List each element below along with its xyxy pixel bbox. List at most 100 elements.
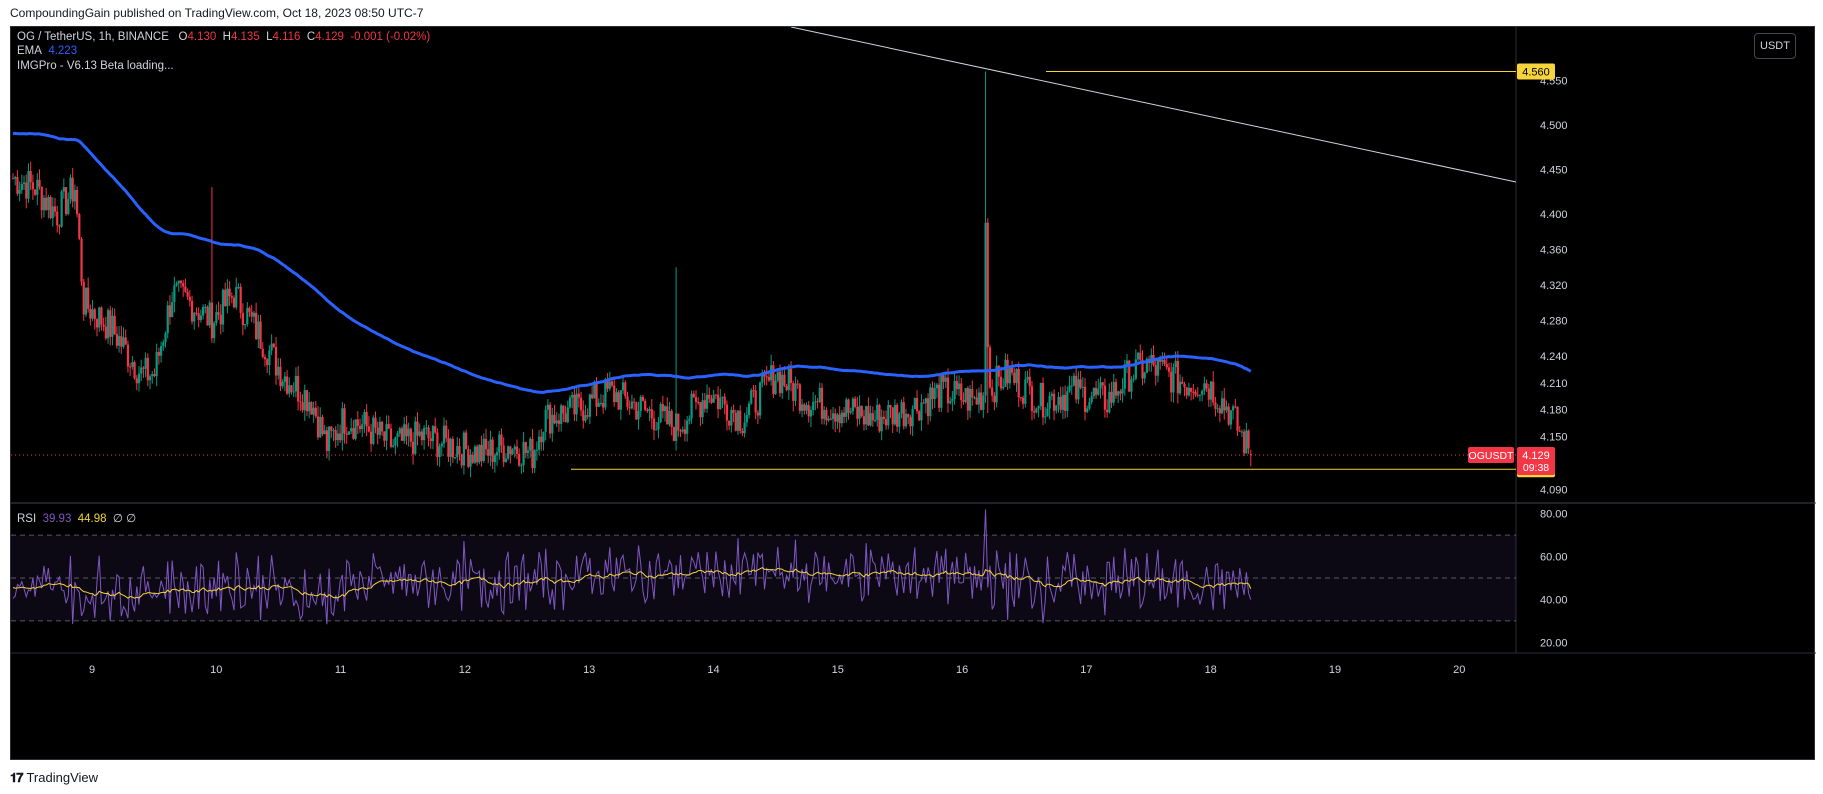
candle-body: [982, 395, 985, 410]
currency-button[interactable]: USDT: [1754, 33, 1796, 59]
imgpro-legend[interactable]: IMGPro - V6.13 Beta loading...: [17, 60, 174, 72]
candle-body: [1057, 396, 1060, 406]
candle-body: [809, 409, 813, 417]
candle-body: [710, 398, 713, 403]
candle-body: [456, 446, 459, 458]
candle-body: [157, 351, 160, 356]
candle-body: [58, 225, 61, 227]
time-tick-label: 16: [956, 664, 968, 676]
candle-body: [182, 283, 185, 287]
candle-body: [977, 392, 981, 405]
candle-body: [708, 394, 711, 399]
candle-body: [347, 431, 351, 435]
candle-body: [274, 346, 278, 376]
candle-body: [469, 454, 472, 467]
candle-body: [113, 315, 116, 334]
candle-body: [14, 176, 17, 179]
candle-body: [1106, 409, 1109, 413]
candle-body: [628, 407, 631, 409]
candle-body: [195, 312, 198, 314]
candle-body: [524, 441, 527, 453]
candle-body: [637, 411, 640, 420]
candle-body: [1212, 381, 1215, 403]
symbol-name[interactable]: OG / TetherUS, 1h, BINANCE: [17, 31, 169, 43]
chart-svg[interactable]: 4.5504.5004.4504.4004.3604.3204.2804.240…: [11, 27, 1816, 761]
candle-body: [224, 289, 227, 307]
high-value: 4.135: [230, 31, 260, 43]
candle-body: [164, 333, 167, 343]
candle-body: [533, 450, 536, 469]
candle-body: [560, 405, 563, 424]
candle-body: [615, 392, 618, 403]
candle-body: [193, 312, 196, 322]
candle-body: [774, 380, 777, 395]
candle-body: [743, 422, 746, 434]
candle-body: [1223, 398, 1226, 411]
candle-body: [1097, 388, 1100, 395]
candle-body: [1238, 430, 1241, 432]
candle-body: [237, 286, 240, 288]
candle-body: [900, 402, 903, 414]
candle-body: [1245, 430, 1248, 454]
candle-body: [840, 412, 843, 424]
candle-body: [661, 404, 664, 412]
candle-body: [356, 419, 359, 426]
candle-body: [1008, 367, 1011, 384]
candle-body: [957, 383, 961, 390]
candle-body: [1050, 393, 1053, 396]
candle-body: [703, 400, 706, 409]
candle-body: [677, 413, 680, 431]
candle-body: [555, 420, 558, 424]
candle-body: [398, 428, 401, 434]
candle-body: [219, 314, 222, 325]
footer-brand[interactable]: TradingView: [26, 770, 99, 785]
candle-body: [305, 390, 309, 412]
candle-body: [330, 426, 333, 431]
candle-body: [232, 297, 236, 308]
candle-body: [51, 206, 54, 219]
candle-body: [1167, 367, 1171, 372]
candle-body: [1061, 394, 1065, 410]
price-tick-label: 4.500: [1540, 120, 1568, 132]
candle-body: [827, 418, 830, 421]
candle-body: [909, 417, 912, 427]
chart-area[interactable]: 4.550 4.500 4.450 4.400 4.360 4.320 4.280 4.240…: [10, 26, 1816, 761]
candle-body: [1201, 390, 1204, 395]
current-price-label: 4.129: [1522, 450, 1550, 462]
candle-body: [838, 414, 841, 424]
candle-body: [1028, 376, 1031, 387]
candle-body: [64, 187, 68, 214]
candle-body: [1090, 396, 1093, 403]
candle-body: [184, 286, 187, 292]
candle-body: [109, 310, 112, 337]
candle-body: [115, 333, 118, 346]
candle-body: [679, 430, 682, 432]
candle-body: [831, 413, 835, 420]
candle-body: [986, 222, 989, 348]
candle-body: [599, 402, 603, 404]
ema-legend[interactable]: EMA 4.223: [17, 45, 77, 57]
candle-body: [1035, 408, 1038, 413]
candle-body: [624, 382, 627, 397]
candle-body: [1128, 360, 1131, 392]
candles-group: [11, 71, 1252, 478]
candle-body: [659, 404, 662, 423]
candle-body: [692, 393, 695, 398]
candle-body: [270, 343, 273, 351]
candle-body: [1163, 359, 1166, 365]
rsi-legend[interactable]: RSI 39.93 44.98 ∅ ∅: [17, 511, 136, 525]
candle-body: [471, 454, 474, 463]
candle-body: [942, 375, 945, 382]
candle-body: [484, 438, 488, 450]
candle-body: [204, 306, 207, 308]
candle-body: [504, 458, 508, 462]
candle-body: [995, 365, 998, 403]
candle-body: [935, 384, 939, 389]
countdown-label: 09:38: [1523, 462, 1549, 474]
candle-body: [851, 398, 855, 412]
candle-body: [734, 412, 737, 431]
candle-body: [551, 414, 554, 434]
candle-body: [453, 457, 457, 459]
candle-body: [1015, 368, 1018, 384]
candle-body: [562, 405, 565, 414]
